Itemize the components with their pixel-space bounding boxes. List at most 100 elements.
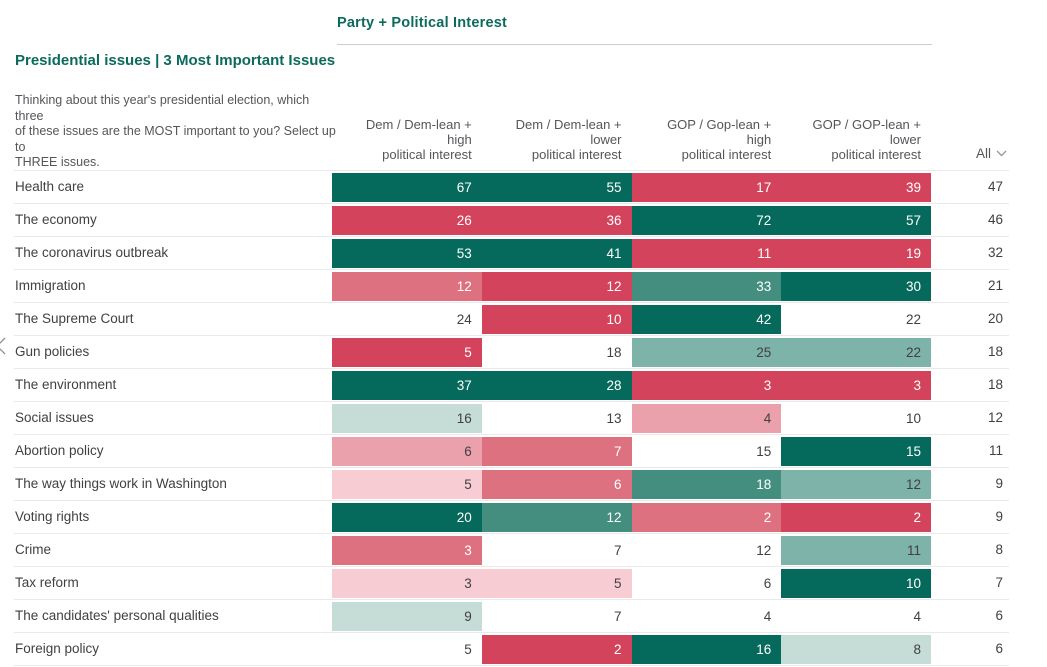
row-cells: 26 36 72 57: [332, 206, 931, 235]
heatmap-cell[interactable]: 5: [464, 642, 472, 657]
group-header-divider: [337, 44, 932, 45]
heatmap-cell[interactable]: 12: [332, 272, 482, 301]
heatmap-cell[interactable]: 53: [332, 239, 482, 268]
heatmap-cell[interactable]: 37: [332, 371, 482, 400]
heatmap-cell[interactable]: 67: [332, 173, 482, 202]
row-label: The coronavirus outbreak: [15, 245, 169, 260]
heatmap-cell[interactable]: 22: [781, 338, 931, 367]
heatmap-cell[interactable]: 10: [781, 569, 931, 598]
heatmap-cell[interactable]: 33: [631, 272, 782, 301]
heatmap-cell[interactable]: 3: [332, 569, 482, 598]
heatmap-cell[interactable]: 9: [332, 602, 482, 631]
heatmap-cell[interactable]: 2: [781, 503, 931, 532]
table-row: The Supreme Court 24 10 42 22 20: [14, 303, 1009, 336]
heatmap-cell[interactable]: 20: [332, 503, 482, 532]
heatmap-cell[interactable]: 11: [631, 239, 782, 268]
heatmap-cell[interactable]: 18: [606, 345, 622, 360]
column-header-dem-high: Dem / Dem-lean + high political interest: [365, 117, 472, 162]
heatmap-cell[interactable]: 3: [332, 536, 482, 565]
heatmap-cell[interactable]: 24: [456, 312, 472, 327]
table-row: Abortion policy 6 7 15 15 11: [14, 435, 1009, 468]
heatmap-cell[interactable]: 41: [481, 239, 632, 268]
heatmap-cell[interactable]: 4: [631, 404, 782, 433]
heatmap-cell[interactable]: 18: [631, 470, 782, 499]
heatmap-cell[interactable]: 22: [905, 312, 921, 327]
heatmap-cell[interactable]: 36: [481, 206, 632, 235]
heatmap-cell[interactable]: 42: [631, 305, 782, 334]
heatmap-cell[interactable]: 3: [631, 371, 782, 400]
heatmap-cell[interactable]: 16: [631, 635, 782, 664]
heatmap-cell[interactable]: 57: [781, 206, 931, 235]
heatmap-cell[interactable]: 30: [781, 272, 931, 301]
all-value: 18: [987, 344, 1003, 359]
row-label: The candidates' personal qualities: [15, 608, 219, 623]
table-row: Immigration 12 12 33 30 21: [14, 270, 1009, 303]
chevron-down-icon: [996, 150, 1007, 157]
heatmap-cell[interactable]: 3: [781, 371, 931, 400]
heatmap-cell[interactable]: 6: [332, 437, 482, 466]
row-cells: 53 41 11 19: [332, 239, 931, 268]
row-label: Health care: [15, 179, 85, 194]
heatmap-cell[interactable]: 12: [481, 503, 632, 532]
row-cells: 6 7 15 15: [332, 437, 931, 466]
all-value: 21: [987, 278, 1003, 293]
heatmap-cell[interactable]: 5: [481, 569, 632, 598]
group-header-title: Party + Political Interest: [337, 15, 508, 31]
all-value: 32: [987, 245, 1003, 260]
heatmap-cell[interactable]: 15: [756, 444, 772, 459]
table-row: Tax reform 3 5 6 10 7: [14, 567, 1009, 600]
row-label: Immigration: [15, 278, 86, 293]
question-title: Presidential issues | 3 Most Important I…: [15, 52, 336, 69]
row-label: Gun policies: [15, 344, 90, 359]
heatmap-cell[interactable]: 12: [781, 470, 931, 499]
heatmap-cell[interactable]: 72: [631, 206, 782, 235]
heatmap-cell[interactable]: 2: [481, 635, 632, 664]
all-column-dropdown[interactable]: All: [935, 146, 1007, 161]
heatmap-cell[interactable]: 39: [781, 173, 931, 202]
all-value: 7: [995, 575, 1003, 590]
heatmap-cell[interactable]: 10: [905, 411, 921, 426]
heatmap-cell[interactable]: 15: [781, 437, 931, 466]
heatmap-cell[interactable]: 11: [781, 536, 931, 565]
row-label: The environment: [15, 377, 117, 392]
question-description-line: to: [15, 139, 26, 154]
table-row: The economy 26 36 72 57 46: [14, 204, 1009, 237]
heatmap-cell[interactable]: 16: [332, 404, 482, 433]
question-description-line: of these issues are the MOST important t…: [15, 124, 336, 139]
question-description-line: THREE issues.: [15, 155, 100, 170]
row-label: Social issues: [15, 410, 94, 425]
heatmap-cell[interactable]: 26: [332, 206, 482, 235]
heatmap-cell[interactable]: 2: [631, 503, 782, 532]
heatmap-cell[interactable]: 7: [613, 609, 622, 624]
heatmap-cell[interactable]: 10: [481, 305, 632, 334]
heatmap-cell[interactable]: 4: [763, 609, 772, 624]
heatmap-cell[interactable]: 28: [481, 371, 632, 400]
table-row: Foreign policy 5 2 16 8 6: [14, 633, 1009, 666]
heatmap-cell[interactable]: 7: [481, 437, 632, 466]
all-value: 20: [987, 311, 1003, 326]
heatmap-cell[interactable]: 6: [763, 576, 772, 591]
heatmap-cell[interactable]: 12: [756, 543, 772, 558]
heatmap-cell[interactable]: 17: [631, 173, 782, 202]
row-cells: 5 2 16 8: [332, 635, 931, 664]
all-value: 11: [988, 443, 1003, 458]
heatmap-cell[interactable]: 4: [913, 609, 921, 624]
heatmap-cell[interactable]: 5: [332, 470, 482, 499]
all-value: 47: [987, 179, 1003, 194]
heatmap-cell[interactable]: 25: [631, 338, 782, 367]
row-label: Tax reform: [15, 575, 79, 590]
heatmap-cell[interactable]: 13: [606, 411, 622, 426]
column-header-gop-high: GOP / Gop-lean + high political interest: [667, 117, 772, 162]
heatmap-cell[interactable]: 7: [613, 543, 622, 558]
heatmap-cell[interactable]: 19: [781, 239, 931, 268]
table-row: The candidates' personal qualities 9 7 4 4 6: [14, 600, 1009, 633]
heatmap-cell[interactable]: 5: [332, 338, 482, 367]
question-description: Thinking about this year's presidential …: [15, 93, 350, 171]
heatmap-cell[interactable]: 6: [481, 470, 632, 499]
heatmap-cell[interactable]: 12: [481, 272, 632, 301]
heatmap-cell[interactable]: 55: [481, 173, 632, 202]
question-description-line: Thinking about this year's presidential …: [15, 93, 310, 107]
row-label: The Supreme Court: [15, 311, 134, 326]
heatmap-cell[interactable]: 8: [781, 635, 931, 664]
